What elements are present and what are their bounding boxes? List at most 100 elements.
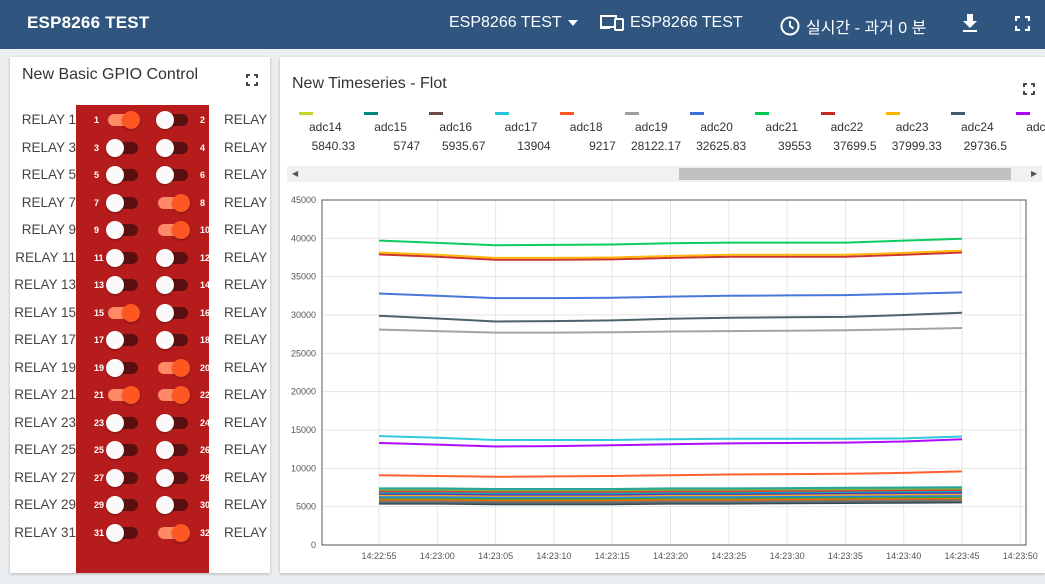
toggle-knob <box>122 386 140 404</box>
x-tick-label: 14:23:05 <box>478 551 513 561</box>
scroll-right-icon[interactable]: ▶ <box>1031 169 1038 178</box>
toggle-knob <box>156 331 174 349</box>
relay-toggle-11[interactable] <box>106 248 138 267</box>
timewindow-button[interactable]: 실시간 - 과거 0 분 <box>780 14 926 38</box>
relay-toggle-25[interactable] <box>106 441 138 459</box>
x-tick-label: 14:23:15 <box>595 551 630 561</box>
pin-number: 6 <box>200 170 206 180</box>
legend-swatch <box>885 112 900 115</box>
legend-series-value: 9217 <box>589 139 616 153</box>
pin-number: 18 <box>200 335 211 345</box>
relay-toggle-20[interactable] <box>158 358 190 377</box>
relay-label: RELAY <box>224 497 268 512</box>
y-tick-label: 0 <box>311 540 316 550</box>
relay-label: RELAY <box>224 249 268 265</box>
legend-series-value: 37699.5 <box>833 139 877 153</box>
relay-toggle-26[interactable] <box>156 441 188 459</box>
x-tick-label: 14:22:55 <box>361 551 396 561</box>
relay-toggle-6[interactable] <box>156 166 188 184</box>
relay-toggle-30[interactable] <box>156 496 188 514</box>
fullscreen-icon[interactable] <box>246 73 260 87</box>
legend-series-value: 39553 <box>778 139 812 153</box>
relay-label: RELAY <box>224 469 268 485</box>
relay-label: RELAY 23 <box>14 414 76 430</box>
x-tick-label: 14:23:00 <box>420 551 455 561</box>
relay-toggle-12[interactable] <box>156 248 188 267</box>
relay-toggle-18[interactable] <box>156 331 188 349</box>
series-line-adc18 <box>378 470 963 478</box>
relay-toggle-24[interactable] <box>156 413 188 432</box>
toggle-knob <box>156 138 174 157</box>
pin-number: 31 <box>94 527 105 538</box>
legend-series-value: 29736.5 <box>963 139 1007 153</box>
relay-toggle-27[interactable] <box>106 468 138 487</box>
legend-scrollbar[interactable]: ◀ ▶ <box>287 166 1042 182</box>
relay-toggle-5[interactable] <box>106 166 138 184</box>
download-button[interactable] <box>962 14 978 32</box>
relay-label: RELAY 11 <box>15 249 76 265</box>
legend-series-name: adc14 <box>309 120 342 134</box>
relay-toggle-13[interactable] <box>106 276 138 294</box>
legend-series-value: 5747 <box>393 139 421 153</box>
legend-series-value: 5935.67 <box>442 139 486 153</box>
relay-toggle-16[interactable] <box>156 303 188 322</box>
pin-number: 24 <box>200 417 211 428</box>
relay-toggle-7[interactable] <box>106 193 138 212</box>
relay-toggle-3[interactable] <box>106 138 138 157</box>
relay-toggle-2[interactable] <box>156 111 188 129</box>
relay-toggle-32[interactable] <box>158 523 190 542</box>
relay-toggle-31[interactable] <box>106 523 138 542</box>
relay-label: RELAY 7 <box>21 194 76 210</box>
toggle-knob <box>106 221 124 239</box>
toggle-knob <box>156 166 174 184</box>
relay-toggle-29[interactable] <box>106 496 138 514</box>
relay-label: RELAY <box>224 387 268 402</box>
scrollbar-thumb[interactable] <box>679 168 1011 180</box>
toggle-knob <box>106 358 124 377</box>
relay-toggle-14[interactable] <box>156 276 188 294</box>
pin-number: 28 <box>200 472 211 483</box>
relay-toggle-15[interactable] <box>108 303 140 322</box>
scroll-left-icon[interactable]: ◀ <box>292 169 299 178</box>
pin-number: 8 <box>200 197 206 208</box>
download-icon <box>962 14 978 32</box>
pin-number: 2 <box>200 115 206 125</box>
series-line-adc25 <box>378 438 963 448</box>
device-selector[interactable]: ESP8266 TEST <box>600 14 743 32</box>
relay-toggle-22[interactable] <box>158 386 190 404</box>
dashboard-select[interactable]: ESP8266 TEST <box>449 14 578 32</box>
x-tick-label: 14:23:50 <box>1003 551 1038 561</box>
relay-toggle-17[interactable] <box>106 331 138 349</box>
legend-series-value: 13904 <box>517 139 551 153</box>
relay-toggle-10[interactable] <box>158 221 190 239</box>
fullscreen-button[interactable] <box>1015 16 1030 31</box>
x-tick-label: 14:23:10 <box>536 551 571 561</box>
relay-toggle-4[interactable] <box>156 138 188 157</box>
relay-toggle-21[interactable] <box>108 386 140 404</box>
legend-series-value: 37999.33 <box>891 139 942 153</box>
relay-toggle-23[interactable] <box>106 413 138 432</box>
timewindow-label: 실시간 - 과거 0 분 <box>806 20 927 37</box>
relay-toggle-1[interactable] <box>108 111 140 129</box>
relay-toggle-19[interactable] <box>106 358 138 377</box>
toggle-knob <box>106 523 124 542</box>
toggle-knob <box>122 303 140 322</box>
legend-series-name: adc18 <box>569 120 603 134</box>
pin-number: 7 <box>94 197 100 208</box>
caret-down-icon <box>567 20 578 26</box>
relay-label: RELAY <box>224 414 268 430</box>
fullscreen-icon[interactable] <box>1023 82 1037 96</box>
pin-number: 19 <box>94 362 105 373</box>
relay-label: RELAY 1 <box>21 112 76 127</box>
gpio-card: New Basic GPIO Control RELAY 1 1 RELAY 2 REL… <box>10 57 270 573</box>
relay-label: RELAY 17 <box>14 332 76 347</box>
relay-toggle-28[interactable] <box>156 468 188 487</box>
band-series-line <box>379 491 963 496</box>
relay-toggle-8[interactable] <box>158 193 190 212</box>
legend-series-value: 32625.83 <box>696 139 747 153</box>
toggle-knob <box>156 303 174 322</box>
pin-number: 10 <box>200 225 211 235</box>
relay-toggle-9[interactable] <box>106 221 138 239</box>
toggle-knob <box>156 413 174 432</box>
legend-swatch <box>299 112 313 115</box>
